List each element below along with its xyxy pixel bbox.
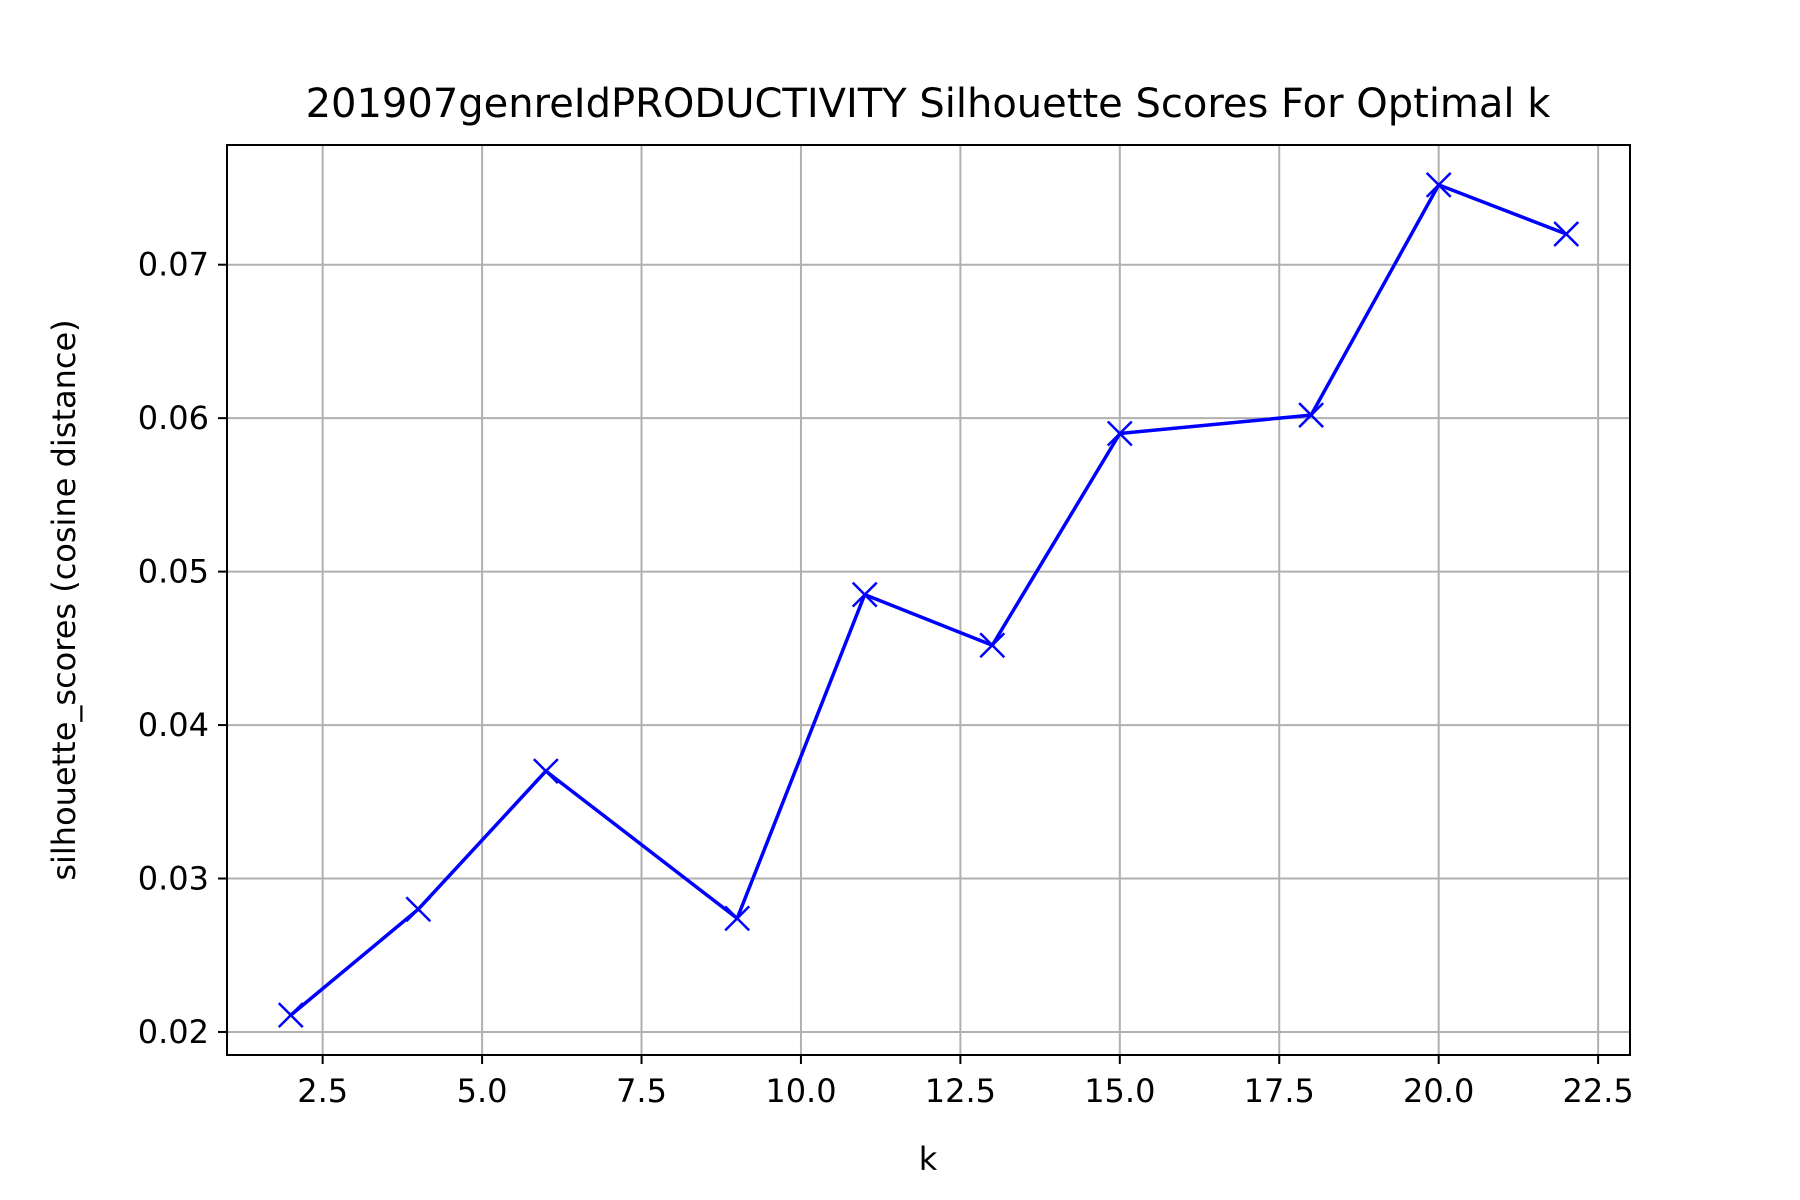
x-tick-label: 5.0 — [457, 1072, 508, 1110]
y-tick-label: 0.05 — [138, 553, 209, 591]
x-tick-label: 17.5 — [1244, 1072, 1315, 1110]
x-tick-label: 22.5 — [1562, 1072, 1633, 1110]
data-point-marker — [851, 581, 878, 608]
data-point-marker — [532, 758, 559, 784]
y-tick-label: 0.04 — [138, 706, 209, 744]
y-tick-label: 0.03 — [138, 860, 209, 898]
data-point-marker — [1298, 402, 1325, 428]
x-tick-label: 15.0 — [1084, 1072, 1155, 1110]
data-point-marker — [277, 1002, 304, 1028]
y-tick-label: 0.02 — [138, 1013, 209, 1051]
data-point-marker — [405, 896, 432, 923]
series-line — [289, 183, 1567, 1017]
grid-lines — [227, 145, 1630, 1055]
y-axis-label: silhouette_scores (cosine distance) — [45, 319, 83, 880]
x-tick-label: 20.0 — [1403, 1072, 1474, 1110]
x-axis-label: k — [919, 1140, 938, 1178]
x-tick-label: 12.5 — [925, 1072, 996, 1110]
chart-title: 201907genreIdPRODUCTIVITY Silhouette Sco… — [306, 81, 1552, 127]
plot-frame — [226, 144, 1631, 1056]
data-point-marker — [1425, 172, 1452, 198]
x-tick-label: 7.5 — [616, 1072, 667, 1110]
series-layer — [277, 172, 1580, 1028]
y-tick-label: 0.06 — [138, 399, 209, 437]
x-tick-label: 2.5 — [297, 1072, 348, 1110]
data-point-marker — [1553, 221, 1580, 247]
data-point-marker — [1106, 420, 1133, 447]
axis-ticks: 2.5 5.0 7.5 10.0 12.5 15.0 17.5 20.0 22.5 0.02 0.0… — [138, 246, 1634, 1110]
x-tick-label: 10.0 — [765, 1072, 836, 1110]
data-point-marker — [979, 632, 1006, 659]
y-tick-label: 0.07 — [138, 246, 209, 284]
data-point-marker — [724, 905, 751, 932]
